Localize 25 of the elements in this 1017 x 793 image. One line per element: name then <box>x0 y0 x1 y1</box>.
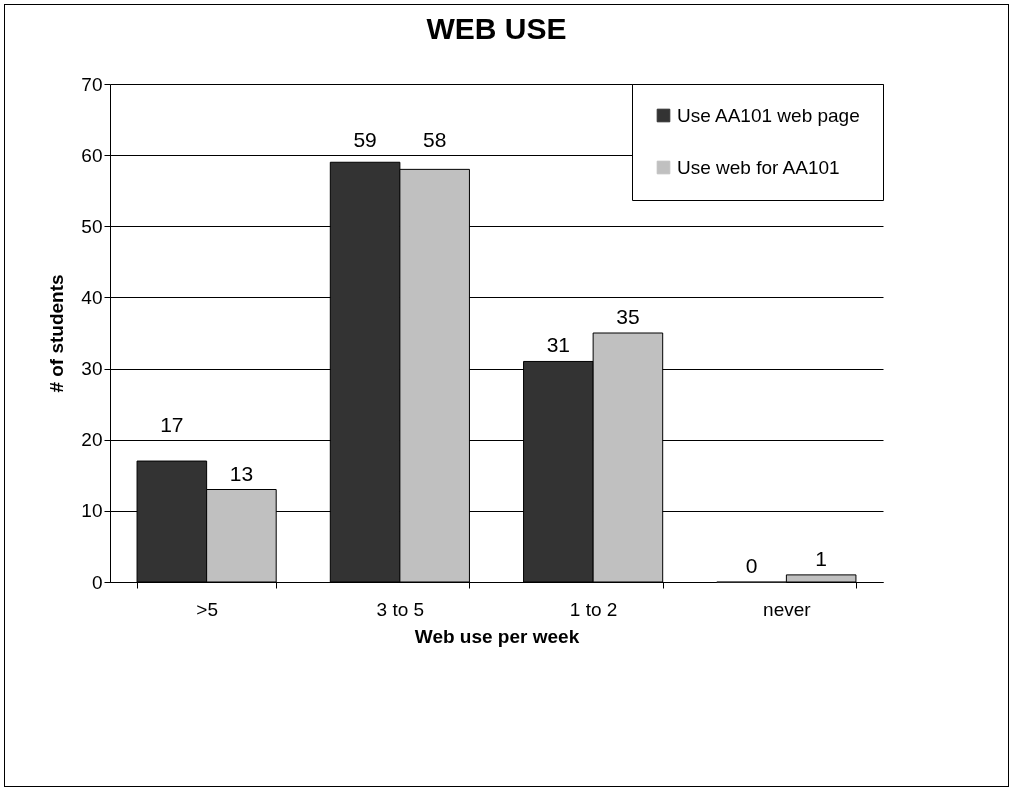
y-tick-label: 40 <box>81 286 103 308</box>
y-tick-label: 50 <box>81 215 103 237</box>
y-axis-title: # of students <box>46 274 68 393</box>
data-label: 13 <box>229 461 254 485</box>
x-axis-title: Web use per week <box>414 625 580 647</box>
x-tick-label: >5 <box>196 598 218 620</box>
chart-title: WEB USE <box>426 12 567 45</box>
x-tick-label: never <box>763 598 812 620</box>
data-label: 35 <box>616 305 640 328</box>
data-label: 1 <box>815 546 827 570</box>
data-label: 59 <box>353 128 377 152</box>
data-label: 0 <box>745 554 758 577</box>
legend-label: Use AA101 web page <box>677 104 860 126</box>
y-tick-label: 20 <box>81 429 103 451</box>
y-tick-label: 0 <box>91 571 103 593</box>
y-tick-label: 70 <box>81 73 103 95</box>
x-tick-label: 1 to 2 <box>569 598 618 620</box>
y-tick-label: 30 <box>81 358 103 380</box>
data-label: 17 <box>160 413 184 437</box>
y-tick-label: 10 <box>81 500 103 522</box>
legend-label: Use web for AA101 <box>677 156 840 178</box>
x-tick-label: 3 to 5 <box>376 598 425 620</box>
data-label: 31 <box>546 333 571 357</box>
y-tick-label: 60 <box>81 144 103 166</box>
data-label: 58 <box>422 128 447 152</box>
